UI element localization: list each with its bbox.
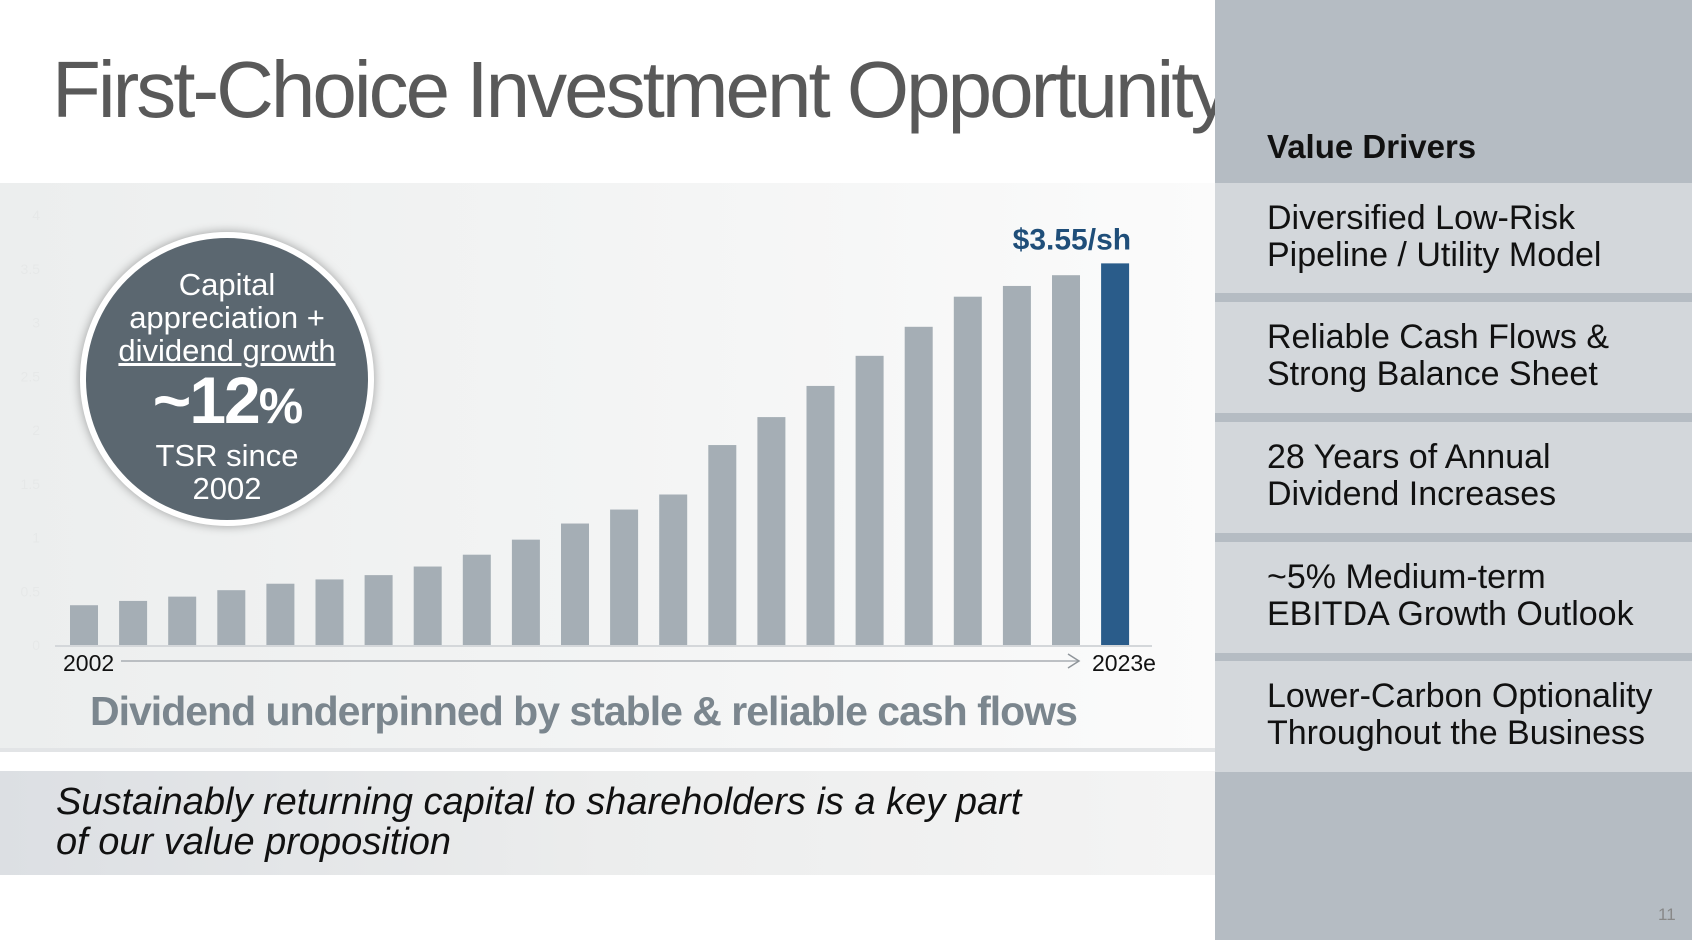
bar-2021 bbox=[1002, 285, 1031, 645]
callout-line: dividend growth bbox=[118, 333, 336, 368]
bar-2005 bbox=[217, 590, 246, 645]
bar-2018 bbox=[855, 355, 884, 645]
y-tick-label: 0 bbox=[32, 637, 40, 653]
bar-2010 bbox=[462, 554, 491, 645]
tagline-line: Sustainably returning capital to shareho… bbox=[56, 781, 1022, 823]
y-tick-label: 2 bbox=[32, 422, 40, 438]
value-driver-item: ~5% Medium-term EBITDA Growth Outlook bbox=[1215, 542, 1692, 653]
highlight-data-label: $3.55/sh bbox=[1013, 223, 1131, 256]
page-number: 11 bbox=[1658, 905, 1676, 924]
y-tick-label: 3 bbox=[32, 315, 40, 331]
bar-2023e bbox=[1101, 263, 1130, 645]
bar-2004 bbox=[168, 596, 197, 645]
tagline-line: of our value proposition bbox=[56, 821, 452, 863]
x-start-label: 2002 bbox=[63, 650, 114, 676]
y-tick-label: 3.5 bbox=[21, 261, 41, 277]
bar-2022 bbox=[1052, 275, 1080, 645]
slide-title: First-Choice Investment Opportunity bbox=[52, 45, 1230, 134]
bar-2002 bbox=[70, 605, 98, 645]
y-tick-label: 1 bbox=[32, 530, 40, 546]
tsr-value: ~12% bbox=[152, 363, 303, 437]
y-tick-label: 1.5 bbox=[21, 476, 41, 492]
x-end-label: 2023e bbox=[1092, 650, 1156, 676]
callout-line: appreciation + bbox=[129, 300, 325, 335]
bar-2015 bbox=[708, 445, 737, 645]
callout-line: 2002 bbox=[192, 471, 262, 506]
value-drivers-header: Value Drivers bbox=[1267, 128, 1477, 165]
bar-2011 bbox=[511, 539, 540, 645]
tsr-callout: Capital appreciation + dividend growth ~… bbox=[80, 232, 374, 526]
value-driver-item: Reliable Cash Flows & Strong Balance Shee… bbox=[1215, 302, 1692, 413]
bar-2014 bbox=[659, 494, 688, 645]
bar-2008 bbox=[364, 575, 393, 645]
bar-2020 bbox=[953, 296, 982, 645]
bar-2007 bbox=[315, 579, 344, 645]
value-drivers-panel: Value Drivers Diversified Low-Risk Pipeli… bbox=[1215, 0, 1692, 940]
y-tick-label: 4 bbox=[32, 207, 40, 223]
bar-2017 bbox=[806, 385, 835, 645]
callout-line: Capital bbox=[178, 267, 276, 302]
arrow-head-icon bbox=[1067, 653, 1081, 669]
callout-line: TSR since bbox=[155, 438, 299, 473]
bar-2019 bbox=[904, 326, 933, 645]
tagline-band: Sustainably returning capital to shareho… bbox=[0, 771, 1215, 875]
bar-2012 bbox=[561, 523, 589, 645]
value-driver-item: Diversified Low-Risk Pipeline / Utility M… bbox=[1215, 183, 1692, 293]
y-tick-label: 2.5 bbox=[21, 368, 41, 384]
bar-2003 bbox=[119, 600, 148, 645]
y-tick-label: 0.5 bbox=[21, 583, 41, 599]
bar-2009 bbox=[413, 566, 442, 645]
bar-2006 bbox=[266, 583, 295, 645]
chart-subtitle: Dividend underpinned by stable & reliabl… bbox=[90, 688, 1078, 734]
bar-2016 bbox=[757, 417, 786, 645]
value-driver-item: Lower-Carbon Optionality Throughout the B… bbox=[1215, 661, 1692, 772]
value-driver-item: 28 Years of Annual Dividend Increases bbox=[1215, 422, 1692, 533]
bar-2013 bbox=[610, 509, 639, 645]
dividend-bar-chart: 0 0.5 1 1.5 2 2.5 3 3.5 4 $3.55/sh 2002 2023e bbox=[21, 207, 1156, 676]
